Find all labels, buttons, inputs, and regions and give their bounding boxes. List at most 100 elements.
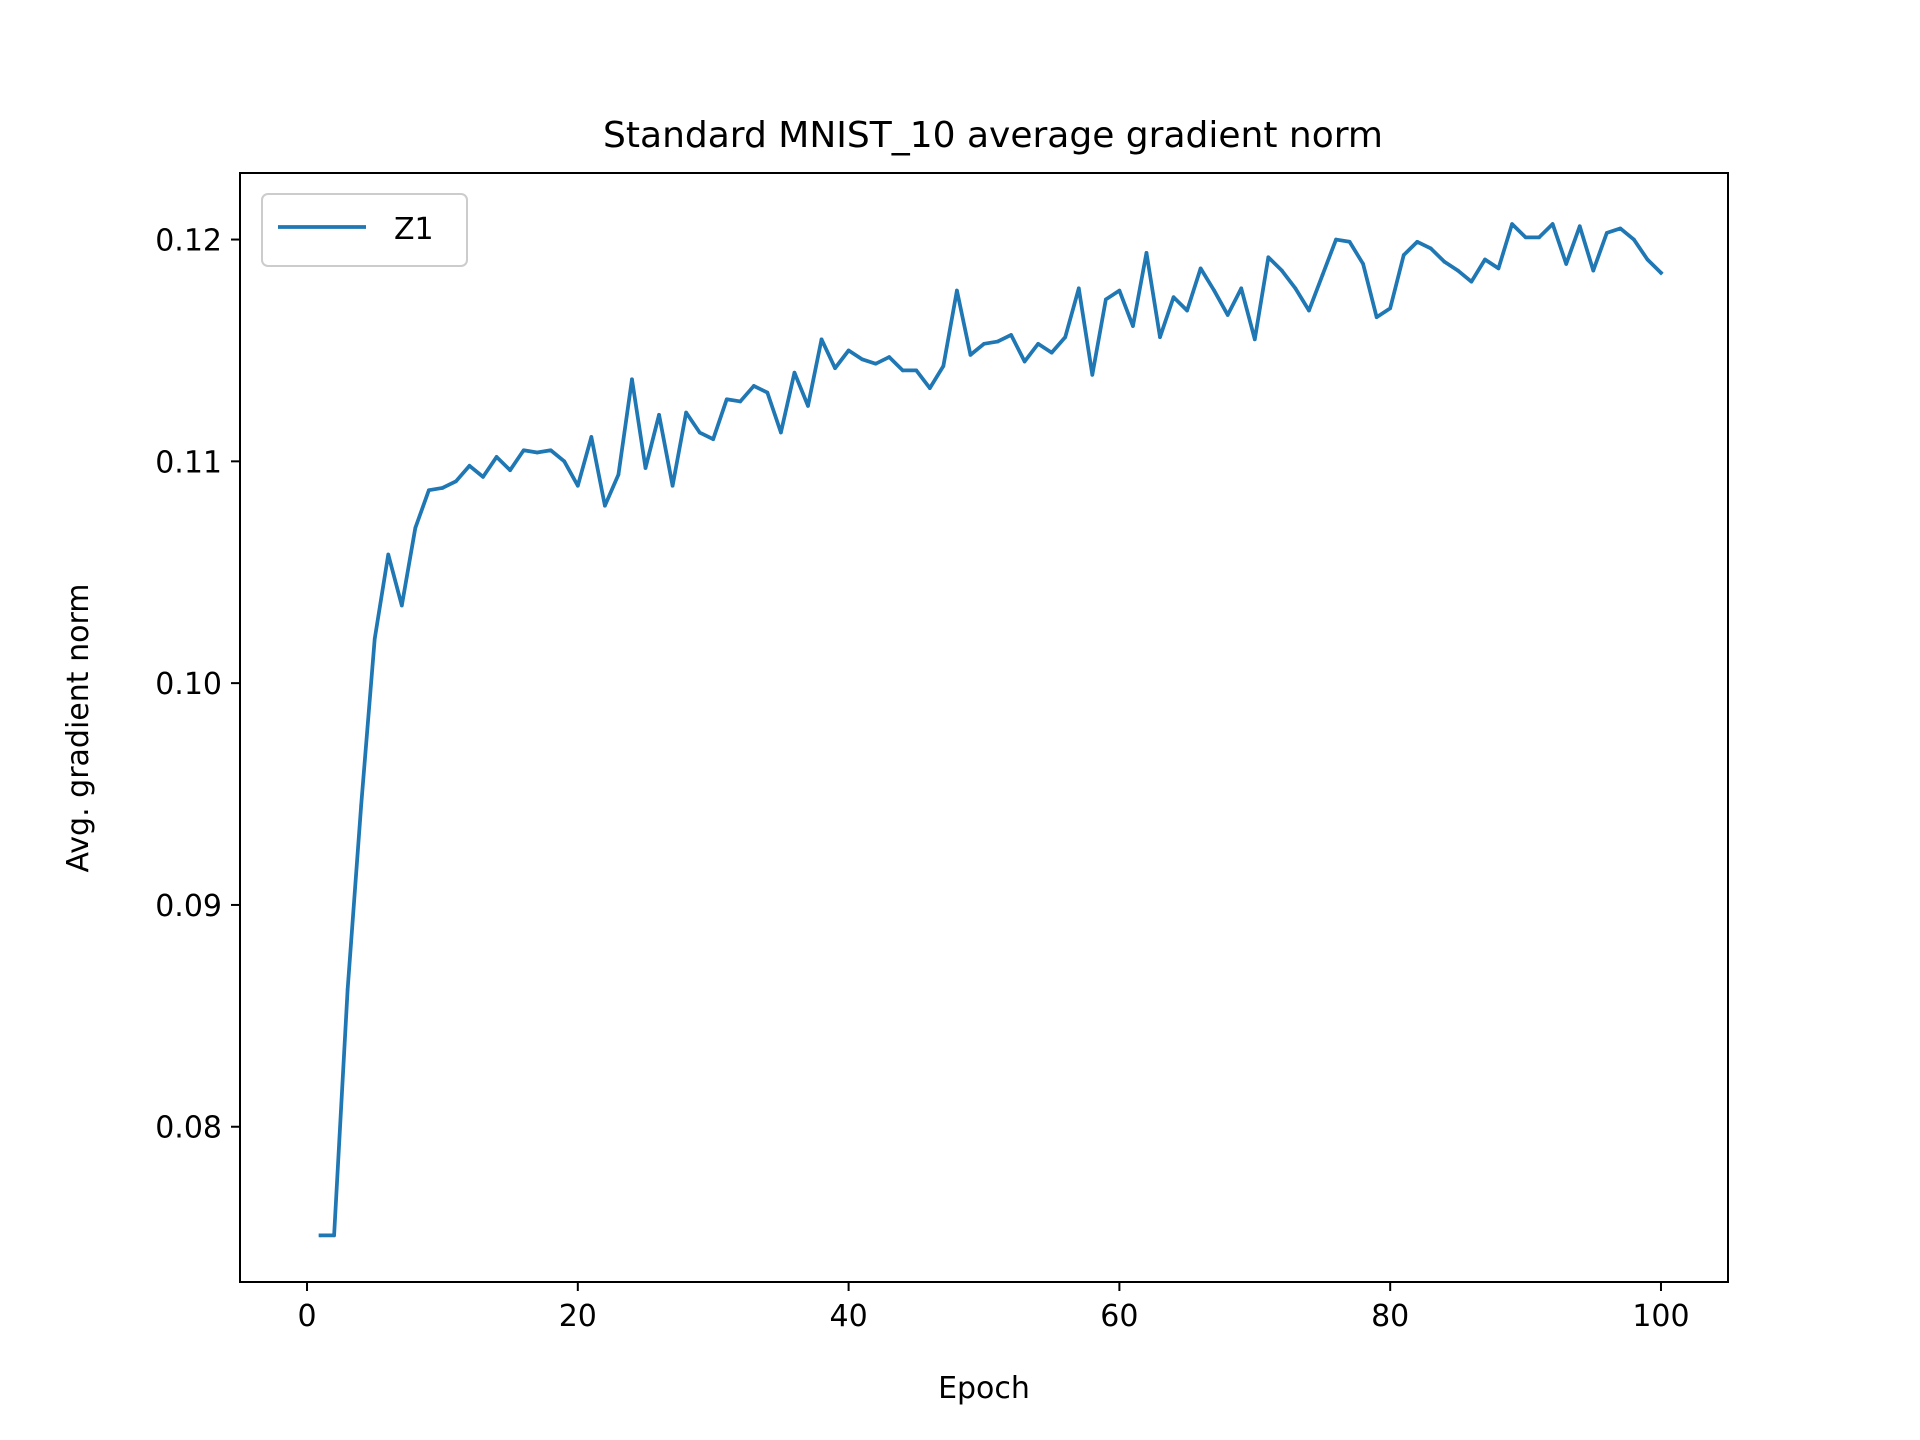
- data-point: [548, 448, 553, 453]
- data-point: [1212, 288, 1216, 293]
- data-point: [873, 361, 878, 366]
- data-point: [589, 435, 594, 439]
- legend: Z1: [261, 193, 468, 267]
- data-point: [1442, 259, 1447, 264]
- data-point: [427, 488, 431, 492]
- data-point: [928, 386, 932, 390]
- data-point: [1049, 350, 1054, 355]
- data-point: [332, 1233, 336, 1238]
- data-point: [562, 459, 567, 464]
- data-point: [1456, 268, 1460, 273]
- data-point: [345, 987, 350, 992]
- y-tick-label: 0.11: [155, 445, 222, 480]
- data-point: [1131, 324, 1135, 328]
- y-axis-label: Avg. gradient norm: [61, 584, 96, 873]
- data-point: [1280, 268, 1284, 273]
- x-tick-label: 0: [297, 1299, 316, 1334]
- data-point: [765, 390, 770, 395]
- data-point: [481, 475, 485, 479]
- data-point: [521, 448, 526, 453]
- data-point: [400, 603, 404, 608]
- data-point: [1171, 295, 1176, 300]
- data-point: [914, 368, 919, 373]
- data-point: [1550, 222, 1555, 226]
- x-tick-label: 40: [830, 1299, 868, 1334]
- data-point: [603, 503, 607, 508]
- data-point: [995, 339, 1000, 344]
- data-points: [318, 222, 1663, 1238]
- y-tick-label: 0.10: [155, 667, 222, 702]
- data-point: [860, 357, 864, 362]
- x-axis-label: Epoch: [938, 1371, 1030, 1406]
- data-point: [1645, 257, 1650, 262]
- data-point: [1496, 266, 1501, 271]
- data-point: [630, 377, 634, 382]
- data-point: [1307, 308, 1311, 313]
- x-axis-ticks: 0 20 40 60 80 100: [297, 1282, 1690, 1334]
- data-point: [1320, 273, 1325, 277]
- data-point: [359, 803, 363, 807]
- data-point: [508, 468, 512, 473]
- data-point: [1564, 262, 1568, 266]
- data-point: [1618, 226, 1623, 231]
- data-point: [684, 410, 688, 415]
- data-point: [1523, 235, 1528, 240]
- data-point: [1401, 253, 1406, 257]
- data-point: [887, 355, 892, 359]
- data-point: [494, 455, 499, 459]
- x-tick-label: 20: [559, 1299, 597, 1334]
- data-point: [535, 450, 539, 455]
- data-point: [806, 404, 810, 408]
- series-line-z1: [318, 222, 1664, 1238]
- data-point: [1036, 341, 1040, 346]
- data-point: [1225, 313, 1230, 317]
- data-point: [697, 430, 702, 435]
- data-point: [643, 466, 648, 470]
- data-point: [982, 341, 986, 346]
- data-point: [900, 368, 905, 373]
- data-point: [1293, 286, 1298, 291]
- data-point: [657, 412, 661, 417]
- data-point: [1076, 286, 1081, 291]
- data-point: [1361, 262, 1365, 266]
- data-point: [670, 483, 675, 488]
- data-point: [1090, 373, 1095, 377]
- data-point: [833, 366, 837, 370]
- data-point: [1117, 288, 1122, 293]
- data-point: [318, 1233, 323, 1238]
- data-point: [1334, 237, 1338, 242]
- data-point: [616, 472, 621, 477]
- data-point: [1252, 337, 1257, 342]
- data-point: [1198, 266, 1203, 271]
- data-point: [1605, 231, 1609, 235]
- data-point: [1374, 315, 1379, 319]
- data-point: [711, 437, 716, 441]
- data-point: [1388, 306, 1392, 311]
- plot-frame: [239, 172, 1729, 1283]
- y-tick-label: 0.09: [155, 889, 222, 924]
- data-point: [1469, 279, 1474, 284]
- data-point: [1591, 268, 1596, 273]
- x-tick-label: 80: [1371, 1299, 1409, 1334]
- data-point: [1429, 246, 1433, 251]
- data-point: [792, 370, 797, 375]
- legend-box: [261, 193, 468, 267]
- data-point: [1632, 237, 1636, 242]
- data-point: [1022, 359, 1027, 364]
- data-point: [968, 353, 973, 357]
- data-point: [372, 636, 377, 641]
- data-point: [819, 337, 824, 342]
- data-point: [1239, 286, 1244, 291]
- data-point: [454, 479, 458, 484]
- data-point: [1158, 335, 1162, 339]
- data-point: [1577, 224, 1582, 229]
- data-point: [1009, 333, 1013, 337]
- data-point: [1659, 271, 1663, 275]
- y-tick-label: 0.08: [155, 1111, 222, 1146]
- data-point: [779, 430, 783, 435]
- data-point: [1144, 251, 1149, 255]
- y-axis-ticks: 0.08 0.09 0.10 0.11 0.12: [155, 224, 240, 1146]
- data-point: [752, 384, 756, 388]
- data-point: [413, 526, 418, 530]
